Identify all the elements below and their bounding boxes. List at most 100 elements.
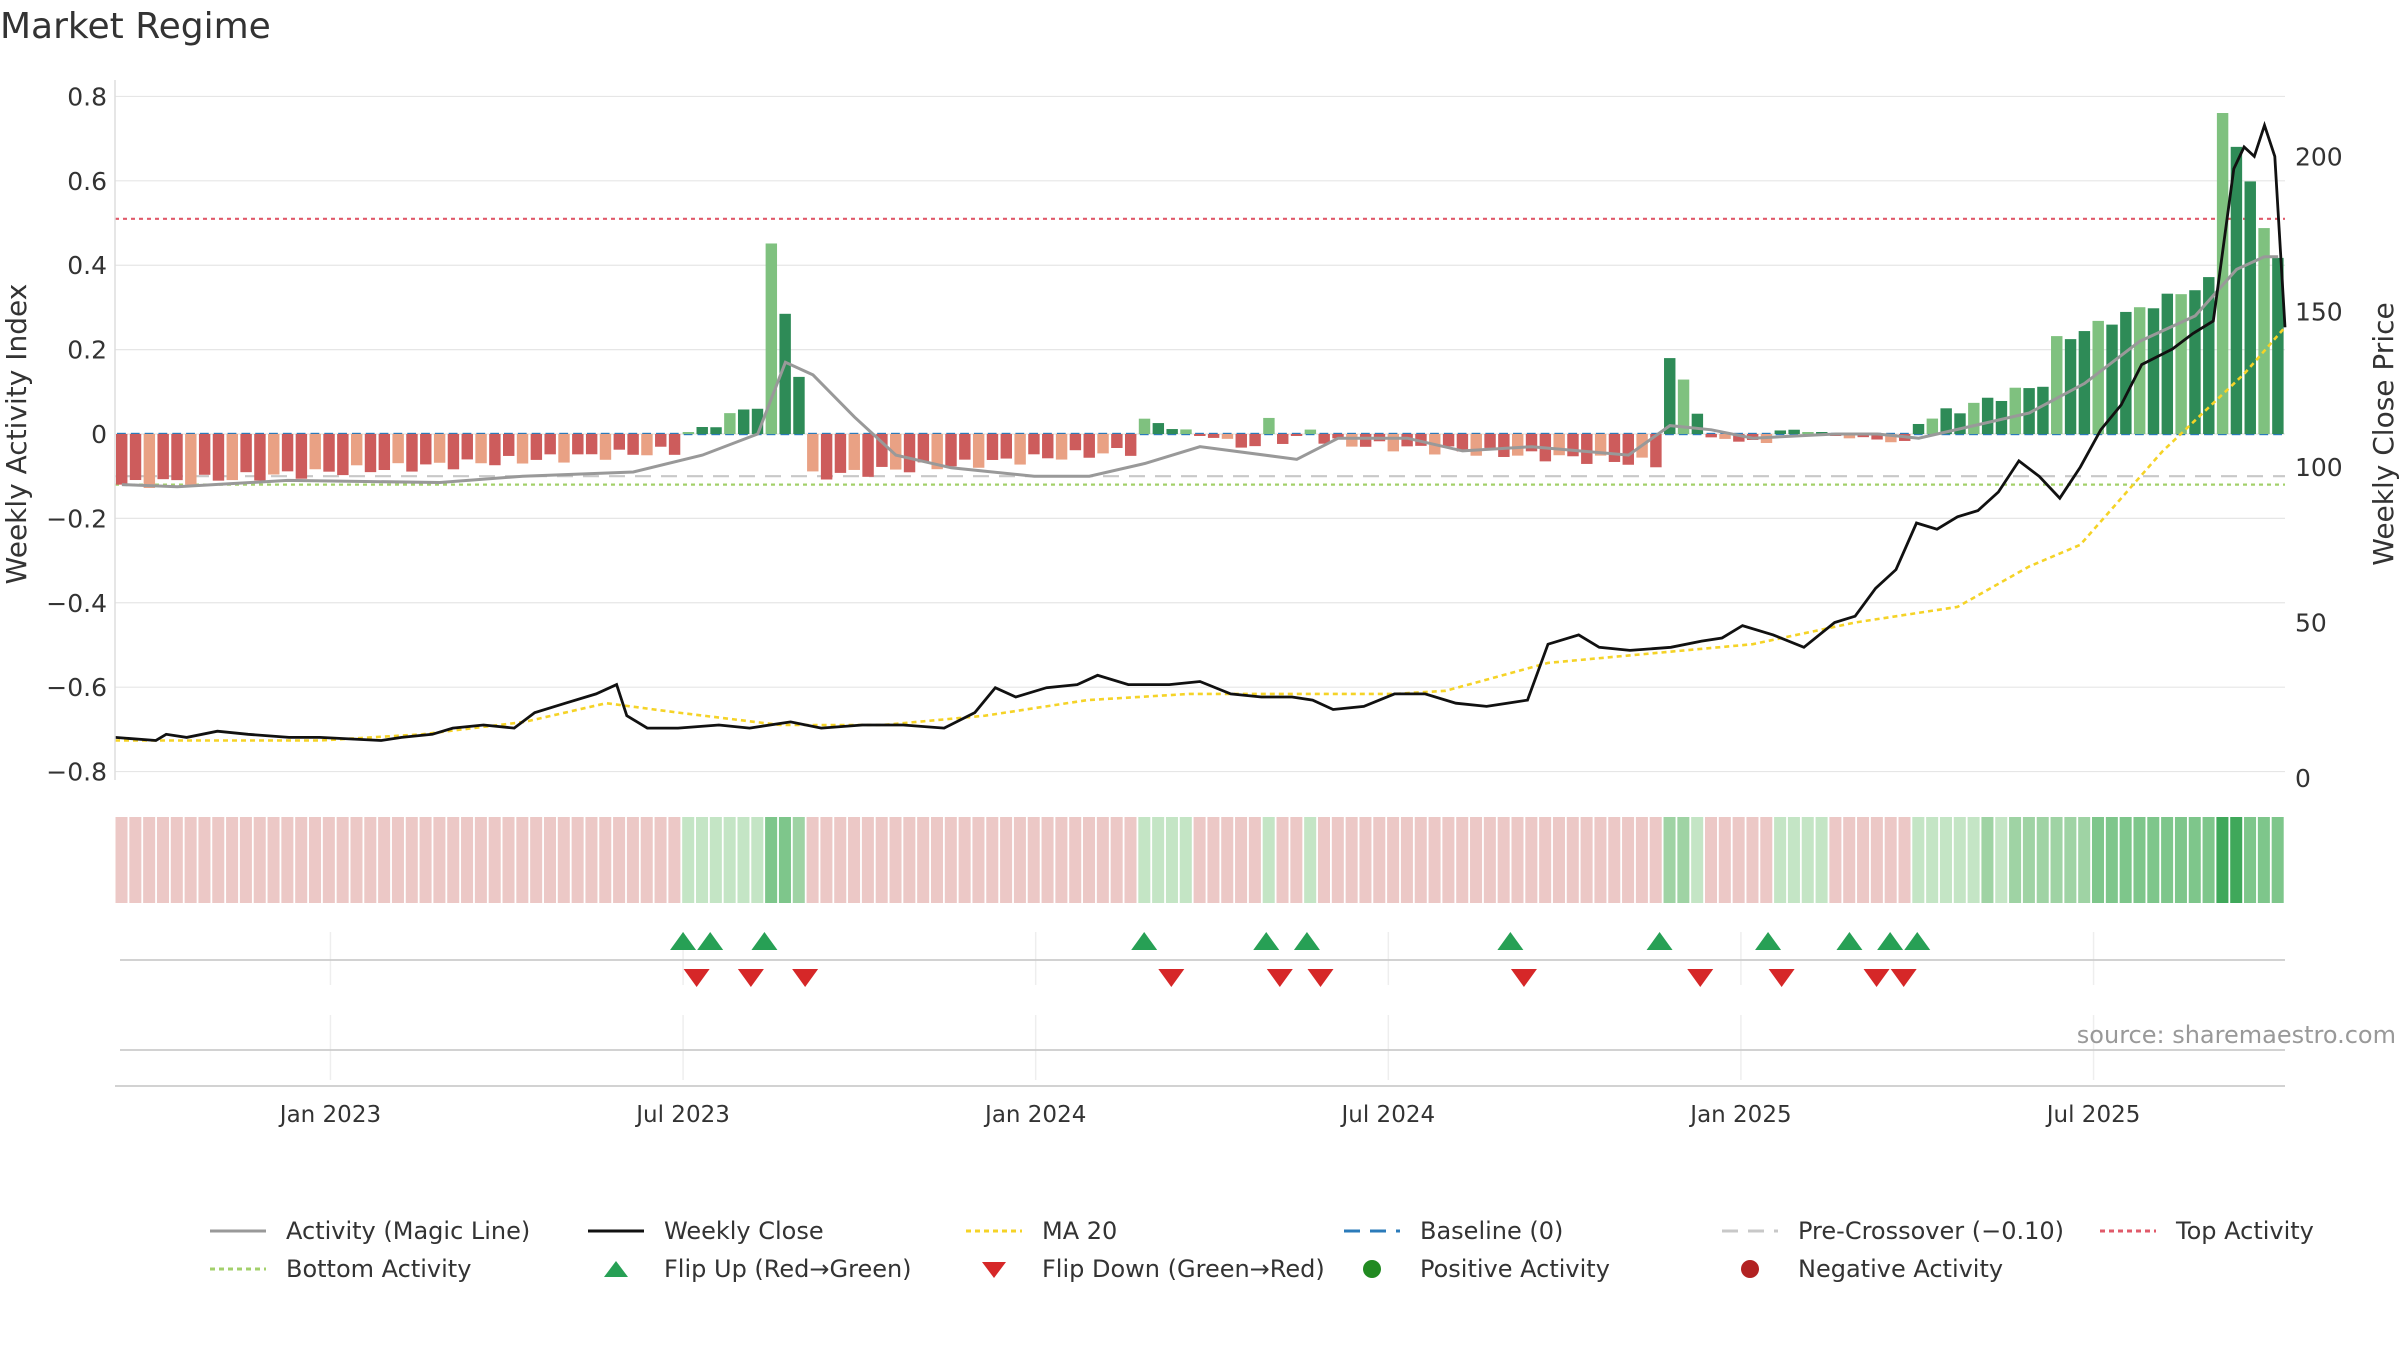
regime-cell (1774, 817, 1787, 903)
regime-cell (281, 817, 294, 903)
activity-bar (1194, 434, 1206, 436)
activity-bar (972, 434, 985, 468)
series-lines (114, 120, 2287, 742)
activity-bar (254, 434, 266, 481)
regime-cell (1843, 817, 1856, 903)
regime-cell (1511, 817, 1524, 903)
regime-cell (778, 817, 791, 903)
regime-cell (585, 817, 598, 903)
x-tick-label: Jan 2023 (278, 1102, 381, 1128)
activity-bar (116, 434, 128, 485)
regime-cell (267, 817, 280, 903)
legend-label: Negative Activity (1798, 1255, 2004, 1283)
y-tick-label: −0.6 (46, 673, 107, 702)
activity-bar (323, 434, 335, 472)
regime-cell (682, 817, 695, 903)
y-tick-label: 0.6 (67, 167, 107, 196)
activity-bar (848, 434, 860, 470)
regime-cell (875, 817, 888, 903)
regime-cell (170, 817, 183, 903)
activity-bar (129, 434, 142, 481)
regime-cell (2147, 817, 2160, 903)
activity-bar (986, 434, 999, 460)
y2-tick-label: 150 (2295, 298, 2343, 327)
activity-bar (226, 434, 238, 481)
regime-cell (986, 817, 999, 903)
regime-cell (1870, 817, 1883, 903)
activity-bar (240, 434, 252, 473)
legend: Activity (Magic Line) Weekly Close MA 20 Ba… (210, 1212, 2390, 1288)
legend-label: Pre-Crossover (−0.10) (1798, 1217, 2065, 1245)
solid-gray-line-icon (210, 1229, 266, 1233)
activity-bar (959, 434, 971, 460)
y2-tick-label: 200 (2295, 142, 2343, 171)
regime-cell (1110, 817, 1123, 903)
regime-cell (2050, 817, 2063, 903)
regime-cell (2133, 817, 2146, 903)
regime-cell (1124, 817, 1137, 903)
regime-cell (848, 817, 861, 903)
legend-item: Flip Up (Red→Green) (588, 1255, 966, 1283)
activity-bar (337, 434, 349, 476)
regime-cell (1967, 817, 1980, 903)
regime-cell (1539, 817, 1552, 903)
regime-cell (447, 817, 460, 903)
activity-bar (1525, 434, 1538, 452)
regime-cell (419, 817, 432, 903)
flip-down-marker (683, 969, 710, 987)
regime-cell (1456, 817, 1469, 903)
activity-bar (1677, 379, 1690, 434)
activity-bar (585, 434, 598, 455)
activity-bar (475, 434, 487, 464)
regime-cell (1138, 817, 1151, 903)
weekly-close-line (114, 120, 2287, 742)
regime-cell (2064, 817, 2077, 903)
activity-bar (530, 434, 543, 460)
legend-label: Bottom Activity (286, 1255, 472, 1283)
legend-label: Flip Down (Green→Red) (1042, 1255, 1325, 1283)
regime-cell (599, 817, 612, 903)
activity-bar (2147, 308, 2160, 434)
y-tick-label: 0.8 (67, 82, 107, 111)
regime-cell (1304, 817, 1317, 903)
activity-bar (1816, 432, 1828, 434)
activity-bar (2120, 311, 2132, 434)
activity-bar (447, 434, 460, 470)
activity-bar (2203, 277, 2215, 434)
activity-bar (696, 427, 708, 434)
regime-cell (2202, 817, 2215, 903)
regime-cell (654, 817, 667, 903)
regime-cell (1926, 817, 1939, 903)
activity-bar (281, 434, 294, 472)
regime-cell (461, 817, 474, 903)
activity-bar (1691, 413, 1704, 434)
regime-cell (2091, 817, 2105, 903)
flip-down-marker (1266, 969, 1293, 987)
regime-cell (1235, 817, 1248, 903)
activity-bar (350, 434, 363, 466)
dotted-red-line-icon (2100, 1229, 2156, 1233)
activity-bar (503, 434, 515, 456)
activity-bar (931, 434, 943, 470)
regime-cell (1691, 817, 1704, 903)
gridlines (115, 95, 2285, 1080)
regime-cell (958, 817, 971, 903)
activity-bar (1359, 434, 1372, 447)
activity-bar (1664, 358, 1676, 434)
activity-bar (599, 434, 612, 460)
activity-bar (2175, 294, 2187, 434)
x-tick-label: Jan 2025 (1688, 1102, 1791, 1128)
y-tick-label: −0.4 (46, 589, 107, 618)
regime-cell (1276, 817, 1289, 903)
regime-cell (543, 817, 556, 903)
regime-cell (156, 817, 169, 903)
activity-bar (1387, 434, 1400, 452)
activity-bar (1788, 429, 1800, 434)
activity-bar (1567, 434, 1579, 457)
activity-bar (1263, 417, 1275, 434)
activity-bar (737, 409, 750, 434)
flip-down-marker (1863, 969, 1890, 987)
activity-bar (1277, 434, 1289, 444)
red-dot-icon (1741, 1260, 1759, 1278)
